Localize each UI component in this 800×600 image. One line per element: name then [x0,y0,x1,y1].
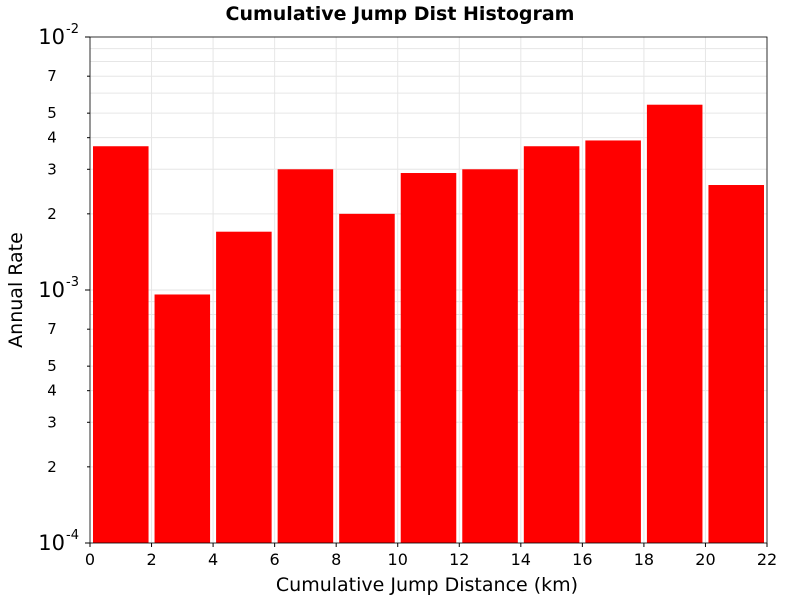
y-major-tick-label: 10 [38,25,65,49]
y-major-tick-exponent: -4 [66,528,79,543]
x-tick-label: 14 [511,550,531,569]
y-minor-tick-label: 4 [47,382,57,400]
x-tick-label: 8 [331,550,341,569]
histogram-bar [154,294,211,543]
y-minor-tick-label: 5 [47,104,57,122]
y-minor-tick-label: 7 [47,67,57,85]
x-tick-label: 6 [270,550,280,569]
x-tick-label: 2 [146,550,156,569]
x-tick-label: 10 [388,550,408,569]
y-minor-tick-label: 3 [47,160,57,178]
x-tick-label: 16 [572,550,592,569]
y-major-tick-exponent: -2 [66,22,79,37]
chart-title: Cumulative Jump Dist Histogram [226,3,575,25]
y-minor-tick-label: 5 [47,357,57,375]
histogram-bar [523,146,580,543]
x-tick-label: 18 [634,550,654,569]
y-major-tick-exponent: -3 [66,275,79,290]
y-major-tick-label: 10 [38,531,65,555]
x-axis-ticks: 0 2 4 6 8 10 12 14 16 18 20 22 [85,543,777,569]
histogram-bar [277,169,334,543]
histogram-bar [708,185,764,543]
histogram-bar [646,104,703,543]
y-minor-tick-label: 7 [47,320,57,338]
y-minor-tick-label: 3 [47,413,57,431]
x-tick-label: 22 [757,550,777,569]
x-tick-label: 20 [695,550,715,569]
y-minor-tick-label: 4 [47,129,57,147]
histogram-bar [93,146,149,543]
histogram-bar [462,169,518,543]
histogram-bar [400,173,457,543]
y-minor-tick-label: 2 [47,458,57,476]
y-minor-tick-label: 2 [47,205,57,223]
x-tick-label: 0 [85,550,95,569]
x-tick-label: 12 [449,550,469,569]
bars [93,104,764,544]
y-axis-label: Annual Rate [5,232,27,348]
histogram-bar [216,231,272,544]
histogram-bar [339,213,395,543]
x-axis-label: Cumulative Jump Distance (km) [276,574,578,596]
histogram-bar [585,140,641,544]
y-major-tick-label: 10 [38,278,65,302]
x-tick-label: 4 [208,550,218,569]
